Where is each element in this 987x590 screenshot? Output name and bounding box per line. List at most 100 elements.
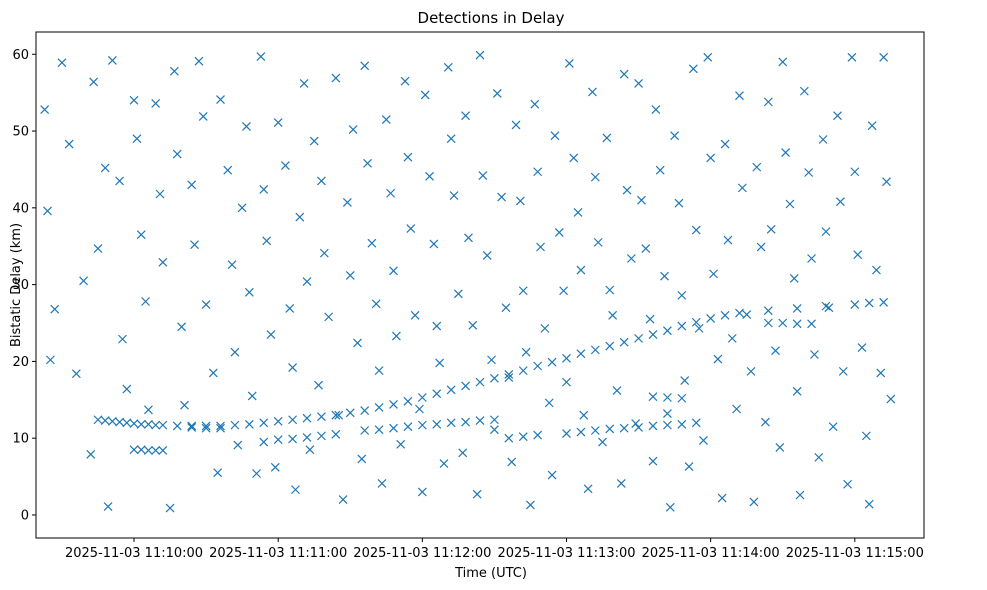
- data-point: [270, 462, 280, 472]
- data-point: [415, 404, 424, 414]
- data-point: [876, 368, 886, 378]
- y-axis-label: Bistatic Delay (km): [9, 223, 24, 347]
- data-point: [71, 369, 81, 379]
- data-point: [453, 289, 463, 299]
- data-point: [338, 495, 348, 505]
- data-point: [792, 303, 802, 313]
- data-point: [619, 337, 629, 347]
- data-point: [530, 99, 540, 109]
- data-point: [213, 468, 223, 478]
- data-point: [756, 242, 766, 252]
- data-point: [655, 165, 665, 175]
- data-point: [216, 423, 225, 433]
- data-point: [475, 50, 485, 60]
- data-point: [391, 331, 401, 341]
- data-point: [389, 423, 398, 433]
- data-point: [590, 345, 600, 355]
- data-point: [713, 354, 723, 364]
- data-point: [478, 171, 488, 181]
- data-point: [449, 191, 459, 200]
- data-point: [43, 206, 52, 216]
- data-point: [576, 427, 586, 437]
- data-point: [735, 91, 744, 101]
- data-point: [244, 419, 254, 429]
- y-tick-label: 40: [12, 201, 29, 216]
- data-point: [749, 497, 759, 507]
- data-point: [100, 163, 110, 173]
- data-point: [342, 198, 352, 207]
- data-point: [709, 269, 718, 279]
- data-point: [612, 386, 622, 396]
- data-point: [533, 167, 543, 177]
- data-point: [40, 105, 50, 114]
- data-point: [198, 112, 208, 121]
- data-point: [807, 254, 816, 263]
- data-point: [622, 185, 632, 195]
- data-point: [446, 418, 456, 428]
- data-point: [533, 430, 543, 440]
- x-tick-label: 2025-11-03 11:12:00: [353, 546, 491, 561]
- data-point: [302, 413, 312, 423]
- data-point: [648, 330, 658, 339]
- data-point: [737, 183, 747, 193]
- data-point: [487, 355, 496, 365]
- data-point: [118, 334, 127, 344]
- data-point: [89, 77, 99, 87]
- data-point: [590, 426, 600, 435]
- data-point: [688, 64, 698, 74]
- data-point: [735, 308, 744, 318]
- data-point: [761, 417, 770, 427]
- data-point: [518, 432, 528, 442]
- data-point: [547, 470, 557, 480]
- data-point: [360, 406, 370, 415]
- data-point: [879, 297, 889, 307]
- data-point: [579, 410, 589, 420]
- data-point: [504, 370, 514, 379]
- data-point: [867, 121, 877, 131]
- data-point: [482, 251, 492, 260]
- data-point: [475, 416, 485, 425]
- data-point: [694, 323, 704, 333]
- data-point: [45, 355, 55, 365]
- data-point: [821, 227, 831, 237]
- data-point: [727, 333, 737, 343]
- data-point: [634, 79, 643, 88]
- data-point: [720, 310, 730, 320]
- data-point: [386, 188, 396, 198]
- data-point: [864, 298, 874, 308]
- data-point: [576, 349, 586, 359]
- data-point: [420, 90, 430, 100]
- data-point: [662, 393, 672, 402]
- data-point: [872, 265, 881, 275]
- data-point: [417, 393, 427, 402]
- data-point: [564, 59, 574, 68]
- data-point: [583, 484, 593, 494]
- data-point: [93, 415, 103, 425]
- data-point: [158, 257, 168, 267]
- y-tick-label: 20: [12, 355, 29, 370]
- data-point: [115, 176, 125, 186]
- data-point: [691, 225, 701, 235]
- data-point: [544, 398, 554, 408]
- data-point: [291, 485, 300, 495]
- data-point: [317, 176, 326, 186]
- data-point: [835, 197, 845, 207]
- data-point: [562, 429, 571, 438]
- data-point: [144, 419, 153, 429]
- data-point: [763, 97, 773, 107]
- data-point: [504, 373, 514, 382]
- detection-markers: [40, 50, 896, 513]
- data-point: [288, 434, 298, 444]
- data-point: [410, 310, 420, 320]
- data-point: [795, 490, 805, 500]
- data-point: [843, 479, 853, 489]
- y-tick-label: 0: [21, 508, 29, 523]
- data-point: [158, 446, 168, 455]
- data-point: [180, 400, 189, 410]
- data-point: [699, 436, 708, 445]
- data-point: [417, 487, 427, 497]
- y-tick-label: 60: [12, 48, 29, 63]
- data-point: [432, 419, 442, 429]
- data-point: [115, 417, 125, 427]
